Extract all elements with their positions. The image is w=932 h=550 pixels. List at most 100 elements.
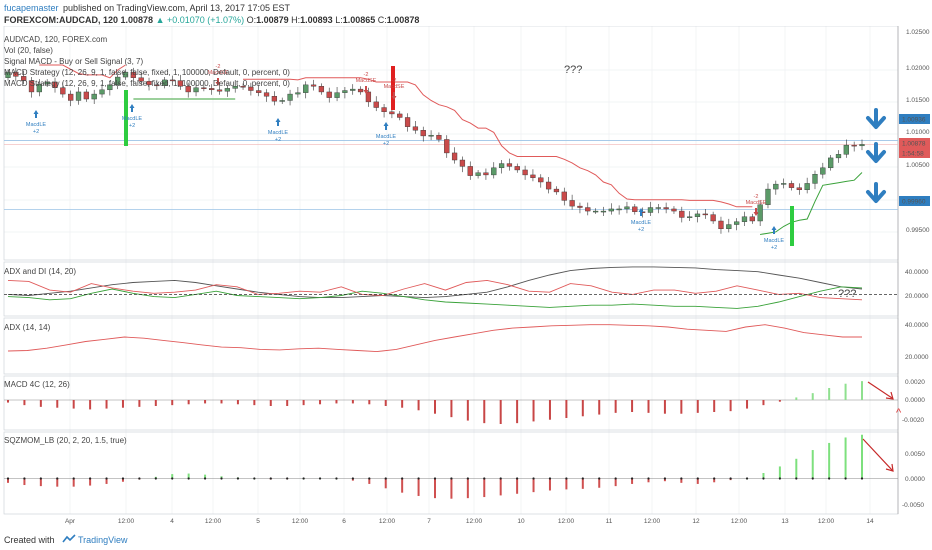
histogram-bar-positive: [861, 381, 863, 400]
candle-up: [828, 157, 834, 169]
tradingview-brand-link[interactable]: TradingView: [78, 535, 128, 545]
price-tag-box: [899, 138, 930, 148]
close-value: 1.00878: [386, 15, 420, 25]
histogram-bar-negative: [713, 478, 716, 483]
signal-label: MacdLE: [631, 220, 652, 226]
price-tick: 1.02000: [906, 65, 930, 72]
candle-down: [514, 166, 520, 171]
footer: Created with TradingView: [0, 528, 932, 550]
candle-down: [851, 144, 857, 147]
price-tick: 1.01000: [906, 129, 930, 136]
histogram-bar-positive: [828, 388, 831, 400]
tradingview-logo-icon: [62, 534, 76, 543]
candle-down: [538, 177, 544, 183]
macd-tick: 0.0000: [905, 397, 925, 404]
candle-up: [726, 224, 732, 230]
time-tick-label: 12:00: [644, 518, 661, 525]
candle-up: [592, 210, 599, 213]
squeeze-dot: [433, 477, 437, 480]
squeeze-dot: [368, 477, 371, 480]
squeeze-dot: [220, 477, 223, 480]
candle-down: [679, 210, 685, 218]
candle-up: [5, 71, 11, 78]
signal-label: MacdLE: [376, 134, 397, 140]
candle-down: [710, 214, 716, 222]
candle-down: [530, 174, 536, 178]
price-tag-box: [899, 114, 930, 124]
price-pane: MacdLE+2MacdLE+2-2MacdSEMacdLE+2-2MacdSE…: [4, 29, 930, 251]
histogram-bar-positive: [828, 442, 831, 479]
histogram-bar-negative: [778, 400, 781, 402]
macd-tick: 0.0020: [905, 379, 925, 386]
squeeze-dot: [762, 477, 765, 480]
histogram-bar-negative: [417, 478, 420, 496]
publisher-name[interactable]: fucapemaster: [4, 3, 59, 13]
candle-down: [365, 91, 372, 103]
histogram-bar-negative: [23, 478, 26, 486]
candle-up: [428, 134, 434, 137]
histogram-bar-positive: [778, 466, 781, 479]
chart-area[interactable]: MacdLE+2MacdLE+2-2MacdSEMacdLE+2-2MacdSE…: [0, 26, 932, 528]
signal-size: +2: [275, 137, 281, 143]
adx-pane: ADX (14, 14) 40.0000 20.0000: [4, 322, 929, 361]
candle-up: [350, 88, 356, 91]
squeeze-dot: [138, 477, 141, 480]
time-axis: Apr 12:00 4 12:00 5 12:00 6 12:00 7 12:00 10 12:00 1…: [65, 518, 874, 525]
squeeze-dot: [236, 477, 240, 480]
histogram-bar-positive: [811, 450, 814, 479]
high-value: 1.00893: [300, 15, 333, 25]
histogram-bar-negative: [631, 400, 634, 412]
histogram-bar-positive: [844, 437, 847, 479]
legend-macd-strategy-2: MACD Strategy (12, 26, 9, 1, false, fals…: [4, 79, 290, 88]
squeeze-dot: [663, 477, 667, 480]
squeeze-dot: [318, 477, 322, 480]
signal-label: MacdSE: [384, 84, 405, 90]
squeeze-dot: [828, 477, 831, 480]
squeeze-dot: [811, 477, 814, 480]
adx-title: ADX (14, 14): [4, 323, 51, 332]
long-entry-arrow-icon: [33, 110, 39, 118]
histogram-bar-negative: [680, 478, 683, 483]
candle-up: [647, 207, 654, 213]
published-info: published on TradingView.com, April 13, …: [63, 3, 291, 13]
candle-up: [107, 84, 113, 91]
histogram-bar-positive: [861, 434, 863, 479]
candle-up: [616, 208, 622, 211]
time-tick-label: 12:00: [292, 518, 309, 525]
candle-up: [600, 210, 607, 213]
price-change: ▲ +0.01070 (+1.07%): [155, 15, 245, 25]
candle-up: [99, 89, 105, 95]
candle-down: [585, 207, 591, 212]
squeeze-dot: [565, 477, 568, 480]
grid-lines: [4, 26, 898, 514]
histogram-bar-negative: [319, 400, 322, 405]
squeeze-dot: [860, 477, 864, 480]
price-tag-text: 0.99960: [902, 199, 926, 206]
squeeze-dot: [203, 477, 207, 480]
series-line--di: [7, 286, 863, 309]
histogram-bar-negative: [105, 478, 108, 484]
candles: [5, 66, 865, 246]
histogram-bar-positive: [811, 393, 814, 400]
macd-tick: -0.0020: [902, 417, 924, 424]
histogram-bar-negative: [598, 478, 601, 488]
price-tag-text: 1.00878: [902, 141, 926, 148]
price-tags: 1.00936 1.00878 1:54:58 0.99960: [899, 114, 930, 206]
histogram-bar-negative: [548, 400, 551, 420]
candle-up: [820, 167, 826, 175]
squeeze-dot: [630, 477, 634, 480]
candle-up: [655, 207, 661, 209]
candle-up: [162, 79, 168, 86]
squeeze-dot: [647, 477, 650, 480]
price-axis: 1.02500 1.02000 1.01500 1.01000 1.00500 …: [906, 29, 930, 234]
price-tag-box: [899, 148, 930, 158]
adx-di-annotation: ???: [838, 288, 856, 300]
candle-up: [498, 163, 505, 169]
candle-down: [467, 166, 473, 176]
squeeze-dot: [680, 477, 683, 480]
candle-up: [773, 183, 779, 190]
histogram-bar-negative: [7, 400, 9, 403]
squeeze-dot: [499, 477, 502, 480]
squeeze-dot: [121, 477, 125, 480]
candle-down: [271, 95, 278, 102]
